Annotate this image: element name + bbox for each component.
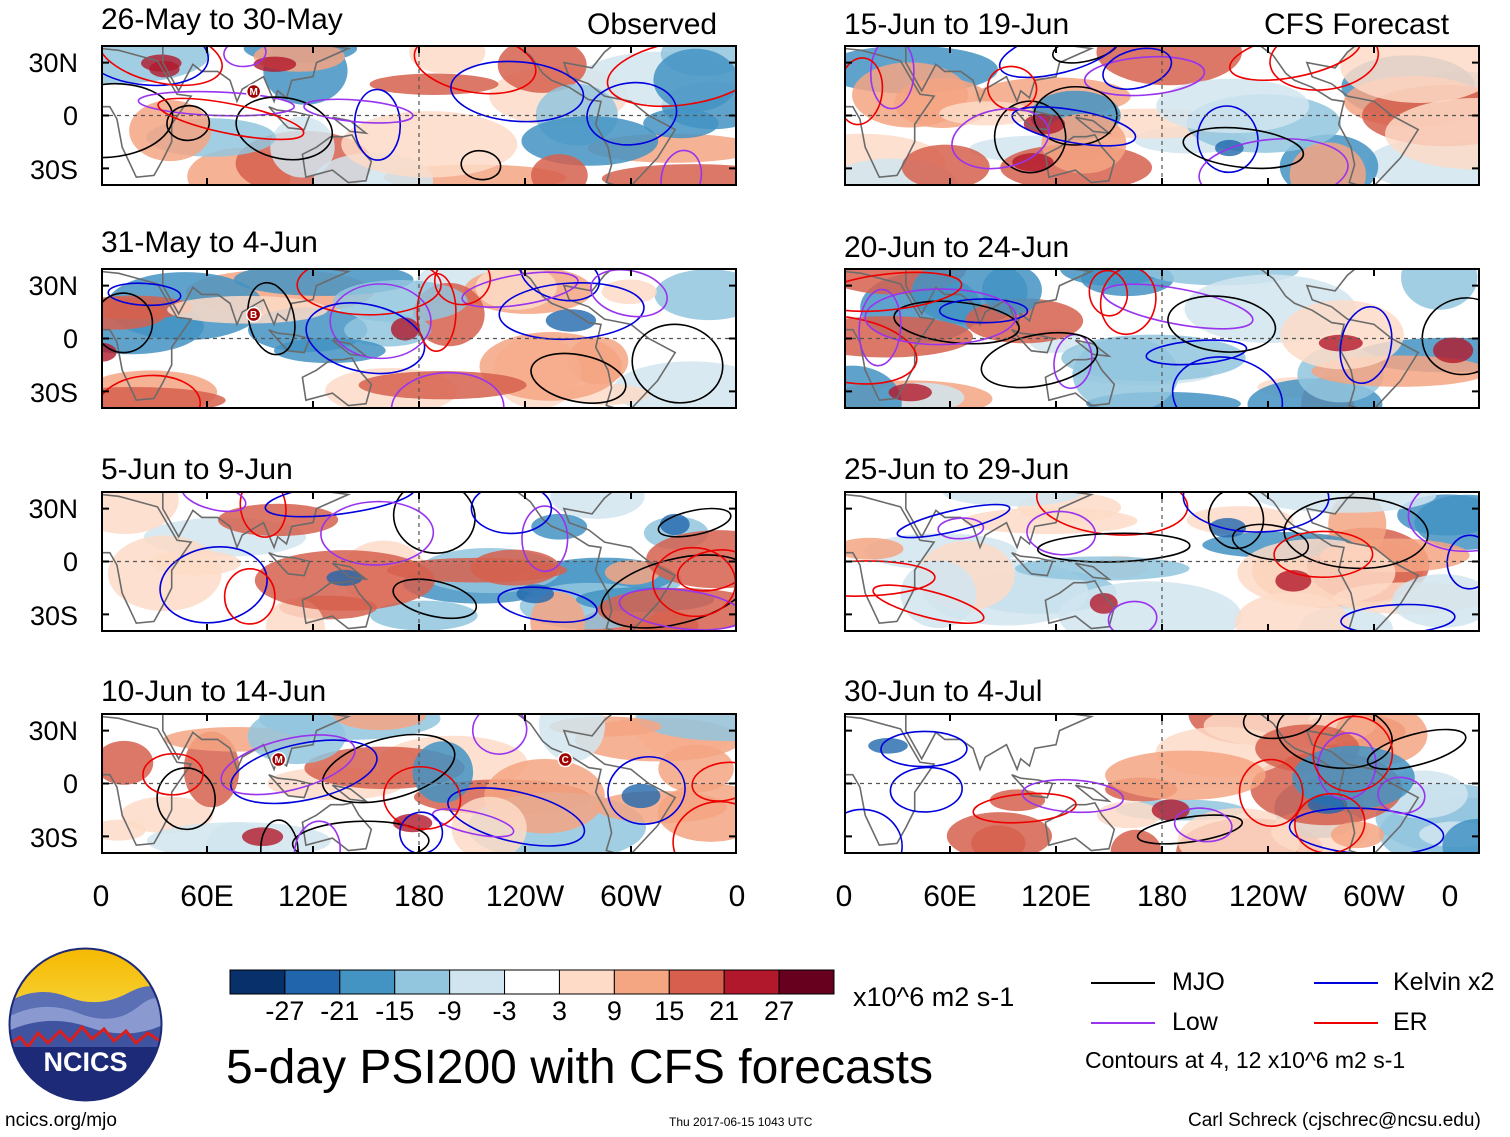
x-label-r-60e: 60E bbox=[923, 880, 977, 913]
panel-title-7: 25-Jun to 29-Jun bbox=[844, 453, 1070, 486]
colorbar-tick-label: 21 bbox=[709, 996, 740, 1026]
colorbar-swatch bbox=[558, 969, 615, 995]
storm-marker: M bbox=[245, 83, 262, 100]
legend-er-label: ER bbox=[1393, 1008, 1428, 1036]
colorbar-swatch bbox=[504, 969, 560, 995]
y-label-0-r4: 0 bbox=[62, 769, 78, 799]
logo-text: NCICS bbox=[43, 1047, 127, 1077]
y-label-30s-r4: 30S bbox=[29, 823, 78, 853]
x-label-r-0-end: 0 bbox=[1441, 880, 1459, 913]
colorbar-swatch bbox=[613, 969, 670, 995]
panel-title-8: 30-Jun to 4-Jul bbox=[844, 675, 1043, 708]
colorbar-tick-label: -9 bbox=[437, 996, 462, 1026]
legend-low-line bbox=[1091, 1022, 1155, 1024]
legend-contours-note: Contours at 4, 12 x10^6 m2 s-1 bbox=[1085, 1047, 1406, 1073]
map-panel-5 bbox=[844, 45, 1480, 186]
colorbar-swatch bbox=[339, 969, 396, 995]
legend-low-label: Low bbox=[1172, 1008, 1218, 1036]
map-panel-1: M bbox=[101, 45, 737, 186]
colorbar-tick-label: 15 bbox=[654, 996, 685, 1026]
legend-mjo-label: MJO bbox=[1172, 968, 1225, 996]
svg-text:B: B bbox=[250, 310, 257, 321]
legend-kelvin-label: Kelvin x2 bbox=[1393, 968, 1495, 996]
colorbar-tick-label: 3 bbox=[551, 996, 567, 1026]
colorbar-swatch bbox=[778, 969, 835, 995]
colorbar-units: x10^6 m2 s-1 bbox=[853, 982, 1015, 1012]
colorbar-tick-label: 27 bbox=[764, 996, 795, 1026]
storm-marker: M bbox=[270, 751, 287, 768]
x-label-l-180: 180 bbox=[393, 880, 445, 913]
storm-marker: C bbox=[557, 751, 574, 768]
x-label-r-180: 180 bbox=[1136, 880, 1188, 913]
map-panel-8 bbox=[844, 713, 1480, 854]
map-panel-6 bbox=[844, 268, 1480, 409]
panel-title-4: 10-Jun to 14-Jun bbox=[101, 675, 327, 708]
colorbar-tick-label: -21 bbox=[320, 996, 360, 1026]
y-label-30s-r2: 30S bbox=[29, 378, 78, 408]
y-label-0-r3: 0 bbox=[62, 547, 78, 577]
y-label-30s-r3: 30S bbox=[29, 601, 78, 631]
panel-title-3: 5-Jun to 9-Jun bbox=[101, 453, 293, 486]
y-label-0-r1: 0 bbox=[62, 101, 78, 131]
colorbar-swatch bbox=[723, 969, 780, 995]
ncics-logo: NCICS bbox=[8, 947, 163, 1102]
y-label-0-r2: 0 bbox=[62, 324, 78, 354]
x-label-l-0: 0 bbox=[92, 880, 110, 913]
y-label-30s-r1: 30S bbox=[29, 155, 78, 185]
legend-er-line bbox=[1314, 1022, 1378, 1024]
svg-text:M: M bbox=[274, 755, 282, 766]
x-label-l-60e: 60E bbox=[180, 880, 234, 913]
y-label-30n-r2: 30N bbox=[28, 271, 78, 301]
colorbar-swatch bbox=[284, 969, 341, 995]
panel-title-1: 26-May to 30-May bbox=[101, 3, 343, 36]
x-label-r-120e: 120E bbox=[1020, 880, 1092, 913]
map-panel-7 bbox=[844, 491, 1480, 632]
y-label-30n-r4: 30N bbox=[28, 716, 78, 746]
map-panel-2: B bbox=[101, 268, 737, 409]
legend-mjo-line bbox=[1091, 982, 1155, 984]
footer-link[interactable]: ncics.org/mjo bbox=[5, 1110, 117, 1131]
x-label-l-0-end: 0 bbox=[728, 880, 746, 913]
colorbar-tick-label: -3 bbox=[492, 996, 517, 1026]
map-panel-3 bbox=[101, 491, 737, 632]
panel-title-6: 20-Jun to 24-Jun bbox=[844, 231, 1070, 264]
storm-marker: B bbox=[245, 306, 262, 323]
y-label-30n-r1: 30N bbox=[28, 48, 78, 78]
x-label-r-0: 0 bbox=[835, 880, 853, 913]
footer-timestamp: Thu 2017-06-15 1043 UTC bbox=[669, 1115, 813, 1129]
x-label-l-120e: 120E bbox=[277, 880, 349, 913]
footer-author: Carl Schreck (cjschrec@ncsu.edu) bbox=[1188, 1110, 1481, 1131]
x-label-r-60w: 60W bbox=[1343, 880, 1405, 913]
column-label-forecast: CFS Forecast bbox=[1264, 8, 1450, 41]
x-label-l-120w: 120W bbox=[485, 880, 565, 913]
panel-title-5: 15-Jun to 19-Jun bbox=[844, 8, 1070, 41]
colorbar-swatch bbox=[229, 969, 286, 995]
figure-title: 5-day PSI200 with CFS forecasts bbox=[226, 1041, 933, 1094]
colorbar-swatch bbox=[668, 969, 725, 995]
colorbar-tick-label: 9 bbox=[606, 996, 622, 1026]
colorbar-swatch bbox=[449, 969, 506, 995]
colorbar-swatch bbox=[394, 969, 451, 995]
panel-title-2: 31-May to 4-Jun bbox=[101, 226, 318, 259]
x-label-l-60w: 60W bbox=[600, 880, 662, 913]
svg-text:M: M bbox=[249, 87, 257, 98]
svg-text:C: C bbox=[562, 755, 569, 766]
colorbar-tick-label: -27 bbox=[265, 996, 305, 1026]
column-label-observed: Observed bbox=[587, 8, 718, 41]
legend-kelvin-line bbox=[1314, 982, 1378, 984]
colorbar bbox=[229, 969, 835, 995]
y-label-30n-r3: 30N bbox=[28, 494, 78, 524]
x-label-r-120w: 120W bbox=[1228, 880, 1308, 913]
colorbar-tick-label: -15 bbox=[375, 996, 415, 1026]
